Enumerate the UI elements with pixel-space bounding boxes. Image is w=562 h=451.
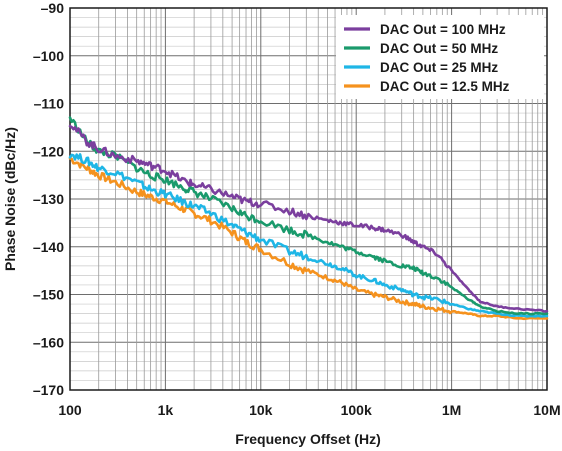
x-tick-label: 100k — [341, 402, 372, 418]
series-line — [68, 157, 549, 321]
x-tick-label: 10k — [249, 402, 273, 418]
y-tick-label: –140 — [33, 239, 64, 255]
y-axis-title: Phase Noise (dBc/Hz) — [2, 127, 18, 271]
y-tick-label: –130 — [33, 191, 64, 207]
legend-label: DAC Out = 100 MHz — [380, 22, 506, 37]
series-line — [68, 124, 549, 313]
x-tick-label: 1k — [158, 402, 174, 418]
y-tick-label: –90 — [41, 0, 65, 16]
y-tick-label: –120 — [33, 143, 64, 159]
series-layer — [68, 116, 549, 321]
y-tick-label: –160 — [33, 334, 64, 350]
series-line — [68, 153, 549, 318]
legend-background — [336, 15, 544, 99]
y-tick-labels: –90 –100 –110 –120 –130 –140 –150 –160 –170 — [33, 0, 64, 398]
x-axis-title: Frequency Offset (Hz) — [235, 431, 380, 447]
legend-label: DAC Out = 50 MHz — [380, 41, 498, 56]
x-tick-label: 100 — [58, 402, 82, 418]
plot-frame — [69, 7, 548, 391]
legend: DAC Out = 100 MHz DAC Out = 50 MHz DAC Out… — [336, 15, 544, 99]
legend-label: DAC Out = 25 MHz — [380, 60, 498, 75]
x-tick-label: 10M — [533, 402, 560, 418]
y-tick-label: –170 — [33, 382, 64, 398]
x-tick-label: 1M — [442, 402, 461, 418]
x-tick-labels: 100 1k 10k 100k 1M 10M — [58, 402, 560, 418]
y-tick-label: –110 — [34, 96, 65, 112]
y-tick-label: –150 — [33, 287, 64, 303]
series-line — [68, 116, 549, 316]
y-tick-label: –100 — [33, 48, 64, 64]
legend-label: DAC Out = 12.5 MHz — [380, 79, 510, 94]
